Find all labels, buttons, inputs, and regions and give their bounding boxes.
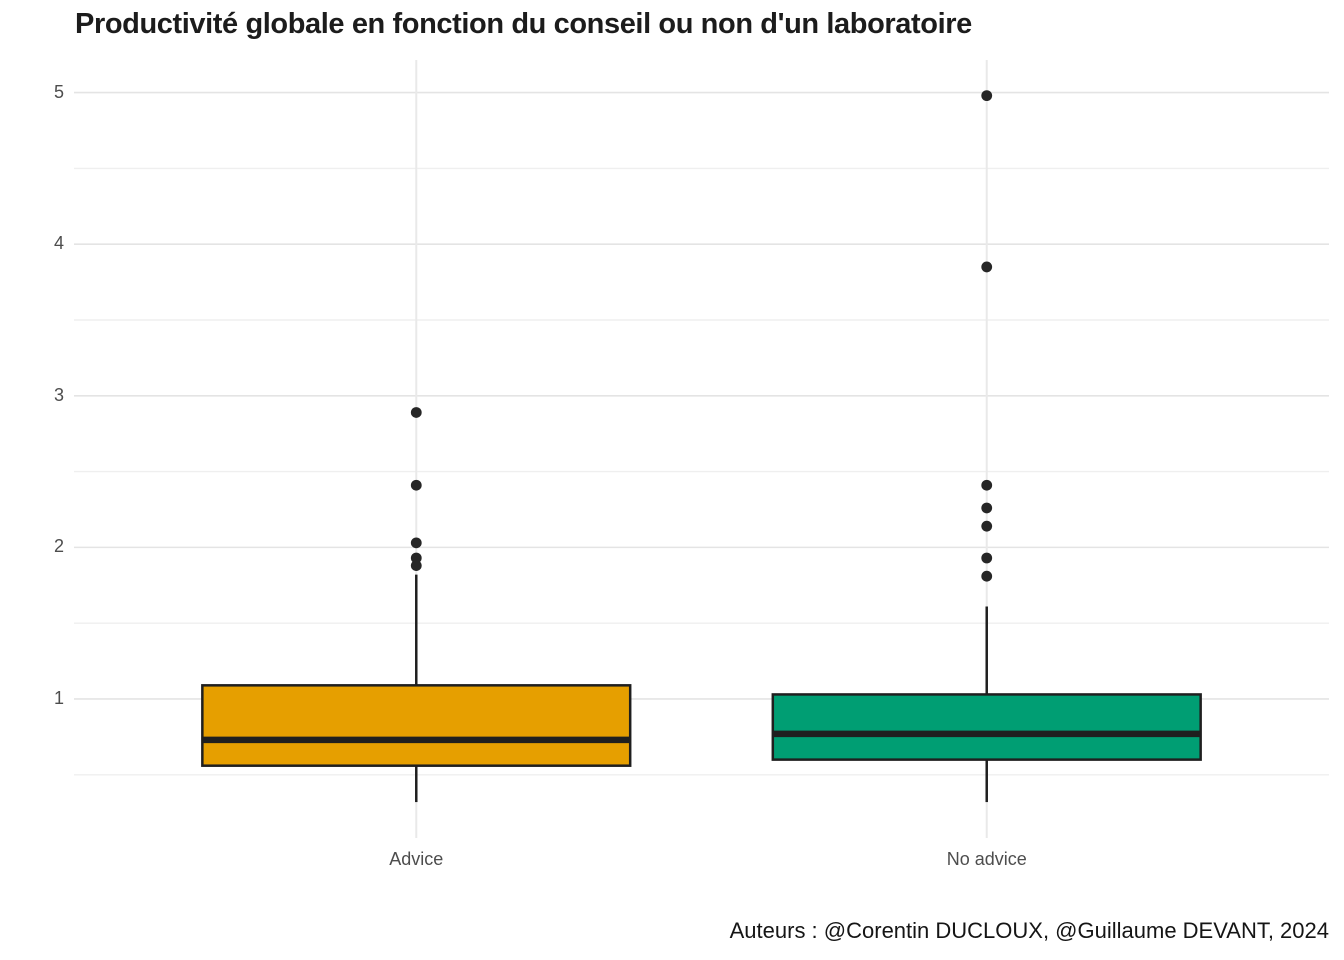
- y-tick-label: 4: [53, 233, 64, 254]
- outlier-point: [981, 570, 993, 582]
- outlier-point: [981, 479, 993, 491]
- outlier-point: [981, 90, 993, 102]
- chart-caption: Auteurs : @Corentin DUCLOUX, @Guillaume …: [729, 918, 1329, 943]
- y-tick-label: 5: [53, 81, 64, 102]
- outlier-point: [410, 537, 422, 549]
- chart-title: Productivité globale en fonction du cons…: [75, 8, 972, 40]
- outlier-point: [981, 502, 993, 514]
- y-tick-label: 1: [53, 688, 64, 709]
- outlier-point: [410, 560, 422, 571]
- box-no-advice: [771, 693, 1202, 761]
- y-tick-label: 3: [53, 384, 64, 405]
- x-tick-label: Advice: [389, 849, 444, 869]
- outlier-point: [410, 552, 422, 564]
- chart-panel: [74, 60, 1329, 838]
- outlier-point: [981, 261, 993, 273]
- outlier-point: [410, 479, 422, 491]
- box-advice: [201, 684, 632, 767]
- x-tick-label: No advice: [946, 849, 1027, 869]
- outlier-point: [981, 520, 993, 532]
- outlier-point: [981, 552, 993, 564]
- outlier-point: [410, 407, 422, 418]
- y-tick-label: 2: [53, 536, 64, 557]
